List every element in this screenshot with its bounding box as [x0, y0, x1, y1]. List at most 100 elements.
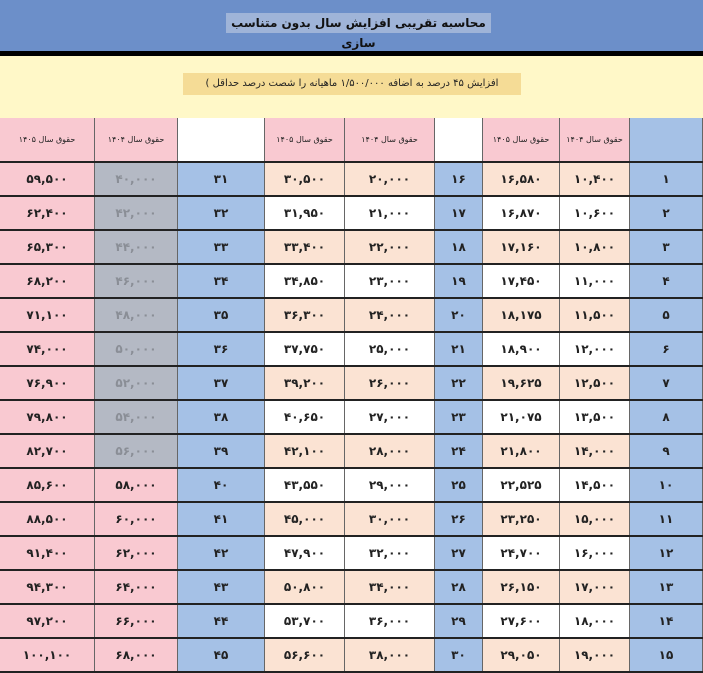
salary-1405: ۸۲,۷۰۰ — [0, 435, 95, 467]
row-index: ۶ — [630, 333, 703, 365]
salary-1404: ۶۸,۰۰۰ — [95, 639, 178, 671]
row-index: ۳۹ — [178, 435, 265, 467]
salary-1404: ۱۱,۰۰۰ — [560, 265, 630, 297]
salary-1404: ۵۰,۰۰۰ — [95, 333, 178, 365]
salary-1405: ۴۵,۰۰۰ — [265, 503, 345, 535]
salary-1405: ۹۷,۲۰۰ — [0, 605, 95, 637]
table-row: ۷۹,۸۰۰ ۵۴,۰۰۰ ۳۸ ۴۰,۶۵۰ ۲۷,۰۰۰ ۲۳ ۲۱,۰۷۵ ۱۳,۵۰۰… — [0, 401, 703, 435]
salary-1405: ۲۴,۷۰۰ — [483, 537, 560, 569]
salary-1404: ۲۶,۰۰۰ — [345, 367, 435, 399]
salary-1404: ۵۴,۰۰۰ — [95, 401, 178, 433]
row-index: ۹ — [630, 435, 703, 467]
row-index: ۲۳ — [435, 401, 483, 433]
salary-1404: ۱۷,۰۰۰ — [560, 571, 630, 603]
salary-1405: ۷۴,۰۰۰ — [0, 333, 95, 365]
salary-1404: ۱۴,۰۰۰ — [560, 435, 630, 467]
table-row: ۹۴,۳۰۰ ۶۴,۰۰۰ ۴۳ ۵۰,۸۰۰ ۳۴,۰۰۰ ۲۸ ۲۶,۱۵۰ ۱۷,۰۰۰… — [0, 571, 703, 605]
row-index: ۲۹ — [435, 605, 483, 637]
header-1404: حقوق سال ۱۴۰۴ — [345, 118, 435, 161]
salary-1405: ۳۴,۸۵۰ — [265, 265, 345, 297]
salary-1404: ۲۱,۰۰۰ — [345, 197, 435, 229]
salary-1405: ۳۰,۵۰۰ — [265, 163, 345, 195]
header-1404: حقوق سال ۱۴۰۴ — [560, 118, 630, 161]
row-index: ۴۴ — [178, 605, 265, 637]
salary-1405: ۴۳,۵۵۰ — [265, 469, 345, 501]
salary-1405: ۶۵,۳۰۰ — [0, 231, 95, 263]
note-banner: افزایش ۴۵ درصد به اضافه ۱/۵۰۰/۰۰۰ ماهیان… — [183, 73, 521, 95]
salary-1404: ۳۲,۰۰۰ — [345, 537, 435, 569]
salary-1405: ۳۱,۹۵۰ — [265, 197, 345, 229]
salary-table: حقوق سال ۱۴۰۵ حقوق سال ۱۴۰۴ حقوق سال ۱۴۰… — [0, 118, 703, 673]
row-index: ۱۴ — [630, 605, 703, 637]
divider — [0, 51, 703, 56]
salary-1404: ۳۶,۰۰۰ — [345, 605, 435, 637]
table-row: ۷۱,۱۰۰ ۴۸,۰۰۰ ۳۵ ۳۶,۳۰۰ ۲۴,۰۰۰ ۲۰ ۱۸,۱۷۵ ۱۱,۵۰۰… — [0, 299, 703, 333]
salary-1404: ۲۸,۰۰۰ — [345, 435, 435, 467]
row-index: ۳۴ — [178, 265, 265, 297]
table-row: ۹۷,۲۰۰ ۶۶,۰۰۰ ۴۴ ۵۳,۷۰۰ ۳۶,۰۰۰ ۲۹ ۲۷,۶۰۰ ۱۸,۰۰۰… — [0, 605, 703, 639]
salary-1405: ۱۸,۹۰۰ — [483, 333, 560, 365]
salary-1405: ۲۲,۵۲۵ — [483, 469, 560, 501]
salary-1405: ۱۶,۸۷۰ — [483, 197, 560, 229]
header-1405: حقوق سال ۱۴۰۵ — [0, 118, 95, 161]
salary-1404: ۵۲,۰۰۰ — [95, 367, 178, 399]
page-title: محاسبه تقریبی افزایش سال بدون متناسب ساز… — [226, 13, 491, 50]
row-index: ۱۰ — [630, 469, 703, 501]
salary-1405: ۲۷,۶۰۰ — [483, 605, 560, 637]
salary-1405: ۳۹,۲۰۰ — [265, 367, 345, 399]
salary-1404: ۴۴,۰۰۰ — [95, 231, 178, 263]
salary-1404: ۲۴,۰۰۰ — [345, 299, 435, 331]
salary-1405: ۸۵,۶۰۰ — [0, 469, 95, 501]
row-index: ۴ — [630, 265, 703, 297]
salary-1404: ۳۴,۰۰۰ — [345, 571, 435, 603]
salary-1405: ۱۷,۱۶۰ — [483, 231, 560, 263]
salary-1405: ۱۸,۱۷۵ — [483, 299, 560, 331]
salary-1405: ۴۰,۶۵۰ — [265, 401, 345, 433]
row-index: ۴۰ — [178, 469, 265, 501]
salary-1405: ۳۶,۳۰۰ — [265, 299, 345, 331]
salary-1404: ۱۳,۵۰۰ — [560, 401, 630, 433]
row-index: ۲۵ — [435, 469, 483, 501]
salary-1404: ۱۲,۵۰۰ — [560, 367, 630, 399]
salary-1404: ۱۴,۵۰۰ — [560, 469, 630, 501]
row-index: ۱۹ — [435, 265, 483, 297]
row-index: ۲۱ — [435, 333, 483, 365]
salary-1405: ۲۱,۸۰۰ — [483, 435, 560, 467]
row-index: ۲ — [630, 197, 703, 229]
row-index: ۳ — [630, 231, 703, 263]
header-index — [435, 118, 483, 161]
salary-1404: ۲۵,۰۰۰ — [345, 333, 435, 365]
table-row: ۷۴,۰۰۰ ۵۰,۰۰۰ ۳۶ ۳۷,۷۵۰ ۲۵,۰۰۰ ۲۱ ۱۸,۹۰۰ ۱۲,۰۰۰… — [0, 333, 703, 367]
salary-1405: ۱۰۰,۱۰۰ — [0, 639, 95, 671]
title-bar: محاسبه تقریبی افزایش سال بدون متناسب ساز… — [0, 0, 703, 51]
salary-1405: ۱۶,۵۸۰ — [483, 163, 560, 195]
salary-1405: ۶۸,۲۰۰ — [0, 265, 95, 297]
salary-1405: ۲۶,۱۵۰ — [483, 571, 560, 603]
row-index: ۷ — [630, 367, 703, 399]
salary-1405: ۲۹,۰۵۰ — [483, 639, 560, 671]
salary-1405: ۵۳,۷۰۰ — [265, 605, 345, 637]
row-index: ۵ — [630, 299, 703, 331]
row-index: ۳۶ — [178, 333, 265, 365]
salary-1405: ۹۴,۳۰۰ — [0, 571, 95, 603]
salary-1405: ۸۸,۵۰۰ — [0, 503, 95, 535]
row-index: ۱۸ — [435, 231, 483, 263]
salary-1404: ۲۲,۰۰۰ — [345, 231, 435, 263]
salary-1404: ۱۶,۰۰۰ — [560, 537, 630, 569]
table-row: ۸۲,۷۰۰ ۵۶,۰۰۰ ۳۹ ۴۲,۱۰۰ ۲۸,۰۰۰ ۲۴ ۲۱,۸۰۰ ۱۴,۰۰۰… — [0, 435, 703, 469]
table-row: ۸۸,۵۰۰ ۶۰,۰۰۰ ۴۱ ۴۵,۰۰۰ ۳۰,۰۰۰ ۲۶ ۲۳,۲۵۰ ۱۵,۰۰۰… — [0, 503, 703, 537]
salary-1404: ۳۸,۰۰۰ — [345, 639, 435, 671]
salary-1404: ۳۰,۰۰۰ — [345, 503, 435, 535]
salary-1405: ۷۶,۹۰۰ — [0, 367, 95, 399]
row-index: ۱۱ — [630, 503, 703, 535]
salary-1405: ۲۳,۲۵۰ — [483, 503, 560, 535]
header-1405: حقوق سال ۱۴۰۵ — [483, 118, 560, 161]
salary-1404: ۱۱,۵۰۰ — [560, 299, 630, 331]
salary-1404: ۴۲,۰۰۰ — [95, 197, 178, 229]
salary-1404: ۲۳,۰۰۰ — [345, 265, 435, 297]
salary-1405: ۲۱,۰۷۵ — [483, 401, 560, 433]
salary-1405: ۵۰,۸۰۰ — [265, 571, 345, 603]
row-index: ۱۶ — [435, 163, 483, 195]
header-1405: حقوق سال ۱۴۰۵ — [265, 118, 345, 161]
salary-1404: ۱۰,۴۰۰ — [560, 163, 630, 195]
